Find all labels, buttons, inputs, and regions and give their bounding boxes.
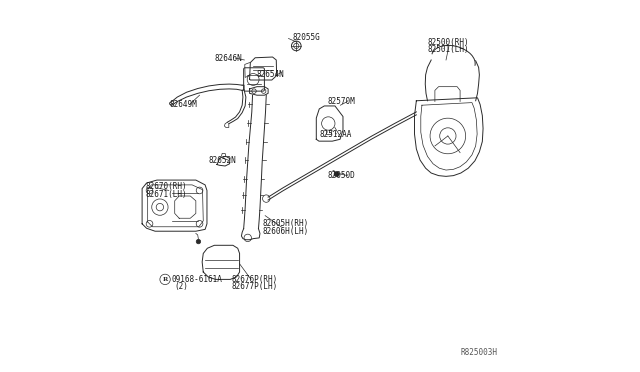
- Circle shape: [334, 171, 339, 177]
- Text: (2): (2): [175, 282, 189, 291]
- Text: 82501(LH): 82501(LH): [428, 45, 469, 54]
- Text: 82605H(RH): 82605H(RH): [262, 219, 309, 228]
- Text: 82671(LH): 82671(LH): [145, 190, 187, 199]
- Text: 82606H(LH): 82606H(LH): [262, 227, 309, 236]
- Text: R825003H: R825003H: [461, 348, 498, 357]
- Text: 82512AA: 82512AA: [319, 130, 351, 140]
- Text: 82677P(LH): 82677P(LH): [231, 282, 277, 291]
- Text: 82050D: 82050D: [328, 171, 355, 180]
- Text: 82055G: 82055G: [292, 33, 320, 42]
- Text: R: R: [163, 277, 168, 282]
- Text: 82500(RH): 82500(RH): [428, 38, 469, 47]
- Text: 82676P(RH): 82676P(RH): [231, 275, 277, 284]
- Text: 82670(RH): 82670(RH): [145, 182, 187, 191]
- Text: 82570M: 82570M: [328, 97, 355, 106]
- Text: 82649M: 82649M: [170, 100, 198, 109]
- Text: 82652N: 82652N: [209, 155, 237, 164]
- Circle shape: [196, 239, 201, 244]
- Text: 82646N: 82646N: [214, 54, 242, 62]
- Text: 82654N: 82654N: [257, 70, 285, 79]
- Text: 09168-6161A: 09168-6161A: [172, 275, 223, 284]
